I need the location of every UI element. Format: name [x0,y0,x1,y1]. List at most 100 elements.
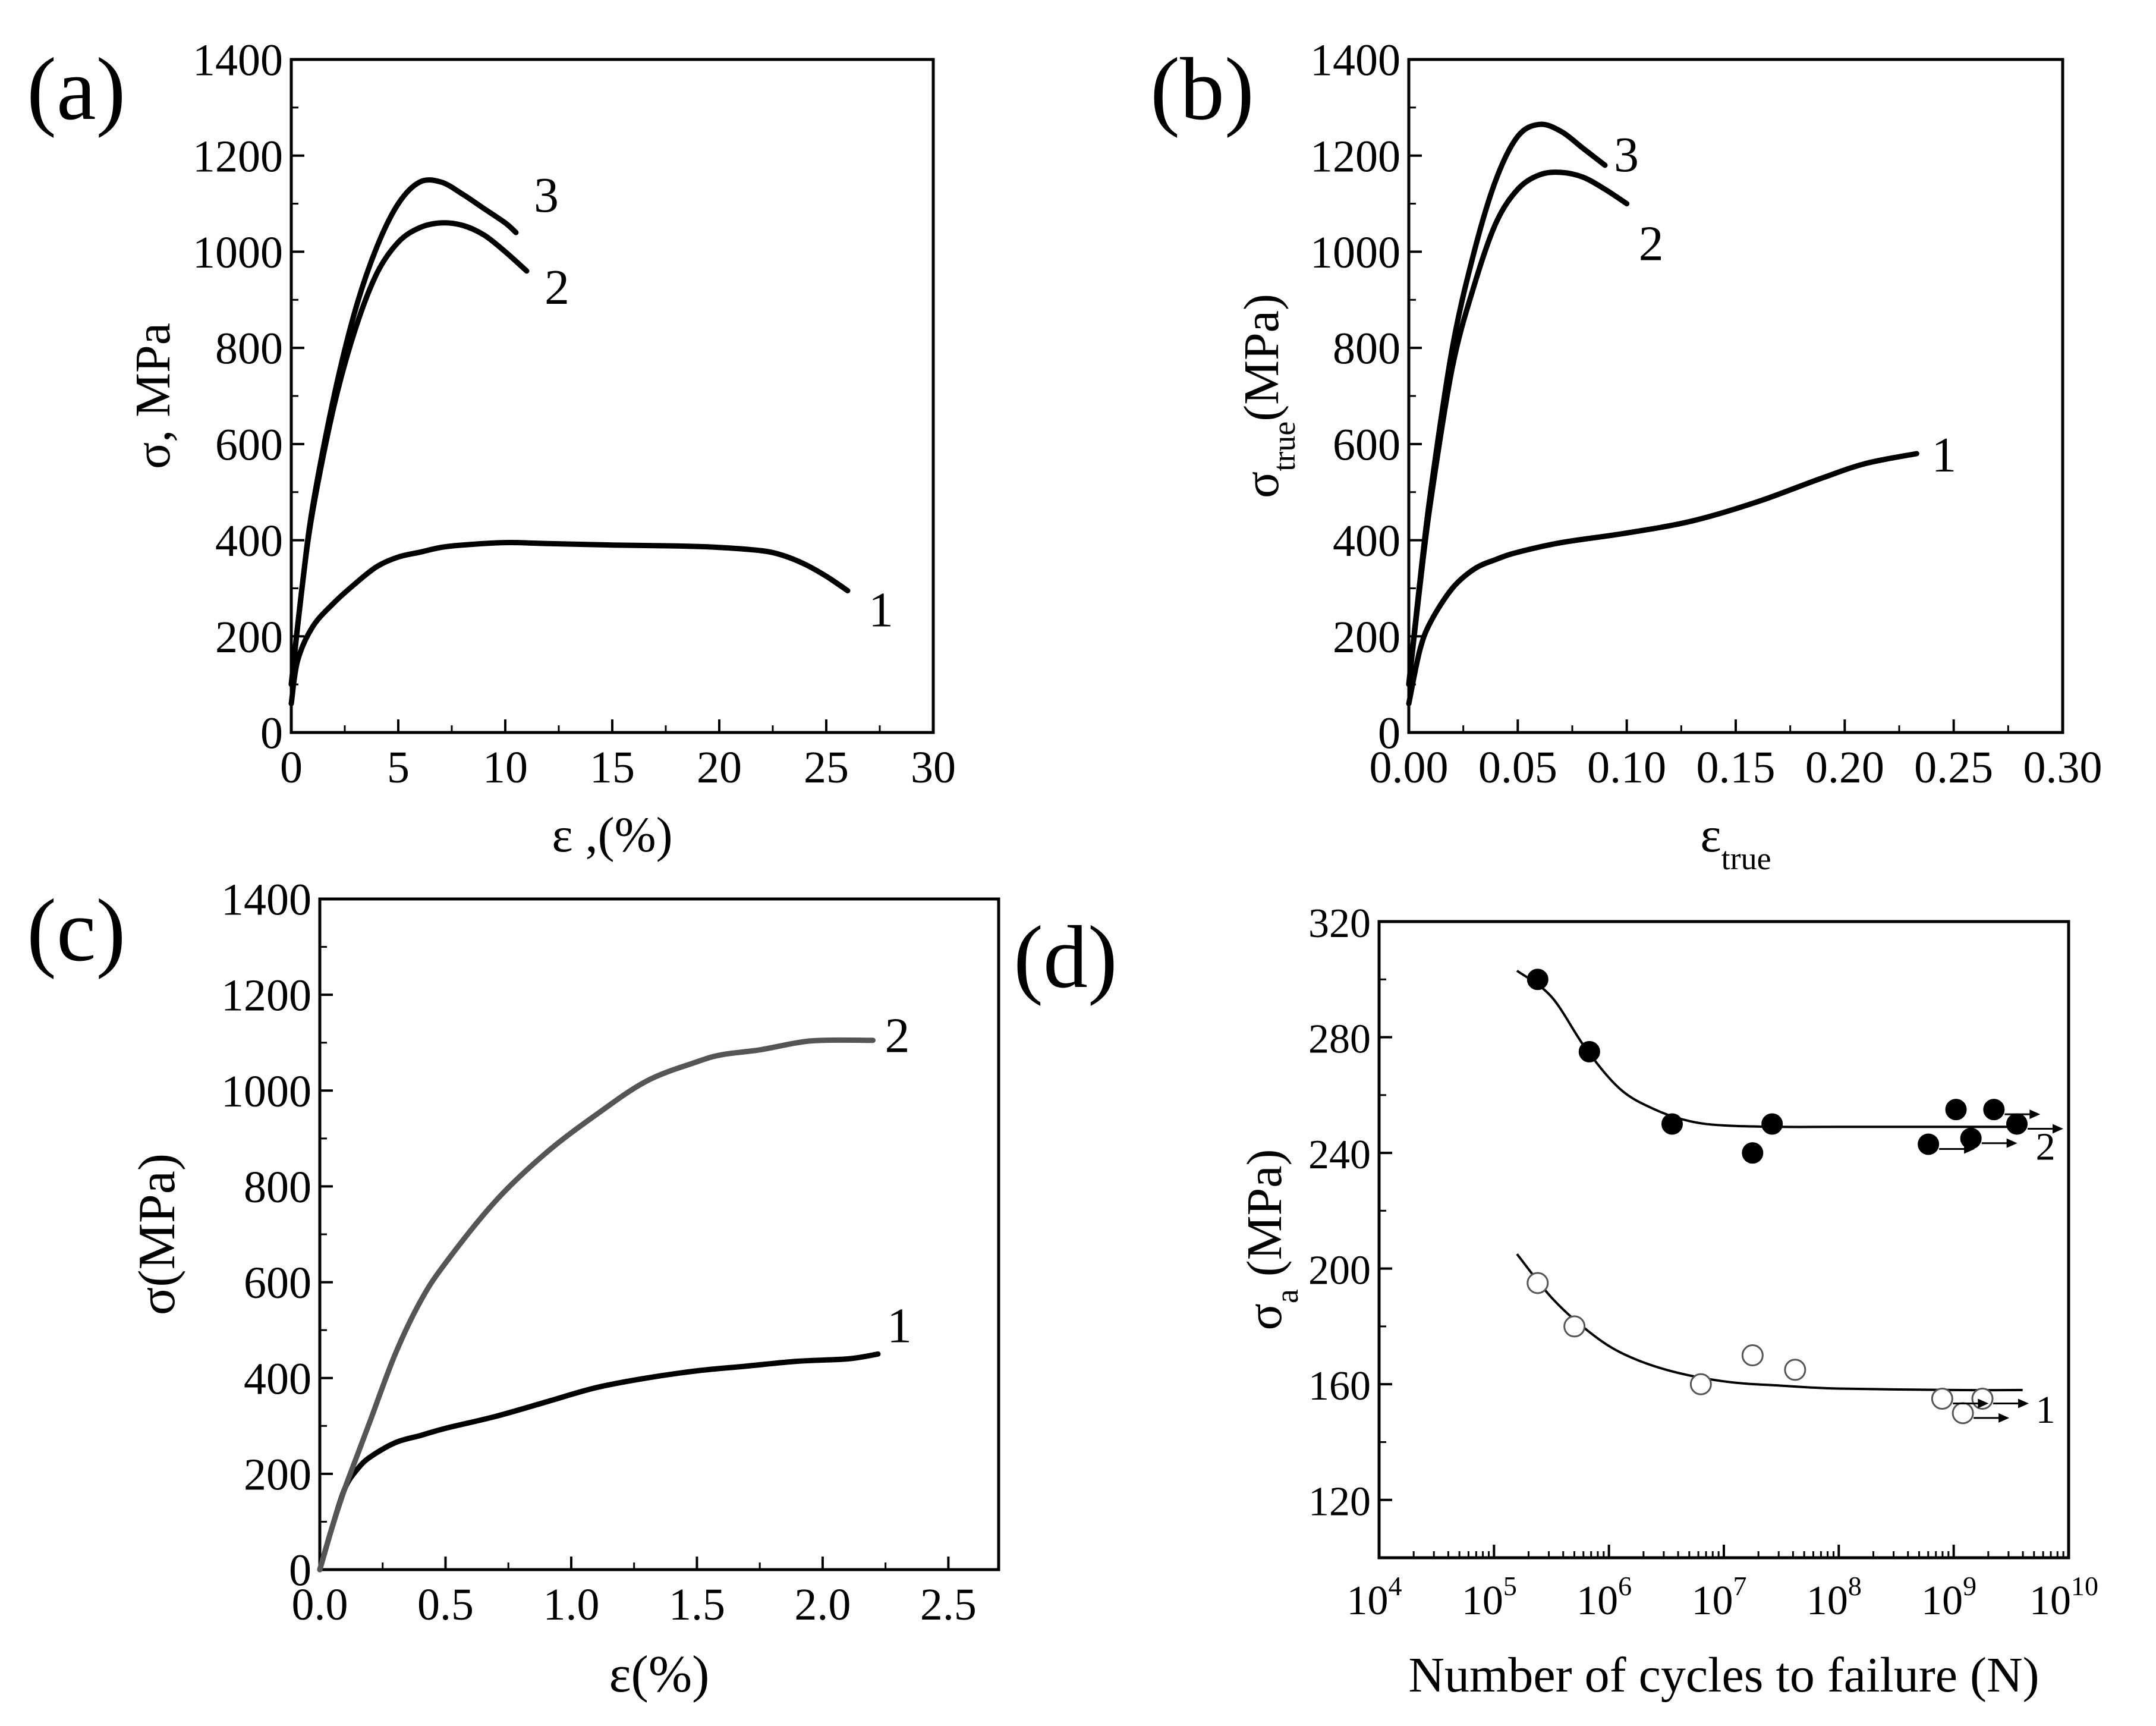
x-tick-exponent: 4 [1389,1571,1402,1601]
plot-frame [1377,920,2070,1560]
x-tick-label: 0.05 [1478,743,1557,793]
runout-arrowhead-1 [2018,1398,2029,1409]
x-tick-label: 10 [483,743,528,793]
y-axis-label-main: σ [1237,1303,1292,1330]
x-tick-label: 0.00 [1370,743,1449,793]
data-point-2 [1578,1040,1600,1062]
y-tick-label: 120 [1308,1479,1371,1525]
runout-arrowhead-2 [1964,1144,1975,1154]
x-tick-exponent: 5 [1503,1571,1517,1601]
y-tick-label: 280 [1308,1017,1371,1062]
y-tick-label: 160 [1308,1363,1371,1409]
x-tick-base: 10 [1462,1578,1503,1624]
series-line-2 [288,220,530,687]
y-axis-label-unit: (MPa) [1234,294,1289,422]
y-axis-label-sub: true [1266,422,1302,471]
x-tick-base: 10 [1576,1578,1618,1624]
x-axis-label: Number of cycles to failure (N) [1408,1648,2039,1703]
data-point-1 [1931,1388,1953,1410]
x-tick-label: 1010 [2029,1571,2098,1624]
x-tick-base: 10 [1806,1578,1848,1624]
x-tick-base: 10 [1347,1578,1389,1624]
y-axis-label: σa (MPa) [1237,1149,1305,1331]
y-tick-label: 200 [1333,612,1400,662]
x-tick-label: 0.20 [1805,743,1884,793]
series-line-2 [317,1037,876,1573]
runout-arrowhead-2 [2006,1138,2017,1148]
y-tick-label: 800 [1333,324,1400,374]
data-point-2 [2006,1113,2028,1135]
y-tick-label: 0 [289,1546,311,1596]
panel-label: (b) [1150,40,1254,139]
fit-line-2 [1516,970,2023,1128]
x-tick-exponent: 6 [1618,1571,1632,1601]
x-tick-base: 10 [1692,1578,1733,1624]
series-label-3: 3 [1614,127,1639,183]
x-tick-label: 0.5 [417,1580,474,1630]
chart-b: (b) 0 200 400 600 800 1000 1200 1400 0.00 0.05 0.10… [1150,36,2103,876]
x-tick-label: 2.0 [794,1580,851,1630]
series-line-3 [288,177,519,687]
y-axis-label-unit: (MPa) [1237,1149,1292,1290]
y-tick-label: 1000 [193,228,283,278]
y-tick-label: 400 [215,516,283,566]
y-tick-label: 1000 [1310,228,1400,278]
y-tick-label: 600 [1333,420,1400,470]
y-tick-label: 0 [260,709,283,759]
y-tick-label: 1000 [221,1067,311,1117]
y-tick-label: 240 [1308,1132,1371,1178]
x-tick-label: 0 [280,743,303,793]
x-tick-exponent: 7 [1733,1571,1747,1601]
runout-arrowhead-2 [2053,1124,2063,1134]
series-label-1: 1 [2036,1388,2056,1432]
y-tick-label: 1200 [1310,131,1400,181]
y-tick-label: 600 [244,1258,311,1308]
x-tick-label: 104 [1347,1571,1402,1624]
runout-arrowhead-1 [1978,1398,1989,1409]
series-label-1: 1 [1931,427,1956,483]
x-tick-label: 0.0 [292,1580,348,1630]
x-tick-base: 10 [1921,1578,1963,1624]
runout-arrowhead-2 [2029,1109,2041,1120]
x-tick-exponent: 8 [1848,1571,1862,1601]
data-point-2 [1918,1133,1940,1155]
x-tick-label: 1.5 [669,1580,725,1630]
panel-label: (a) [27,40,125,139]
y-tick-label: 400 [1333,516,1400,566]
panel-label: (d) [1014,908,1118,1007]
y-tick-label: 800 [215,324,283,374]
x-tick-base: 10 [2029,1578,2071,1624]
data-point-2 [1945,1099,1967,1121]
plot-frame [318,897,1000,1571]
data-point-1 [1689,1373,1712,1395]
x-tick-exponent: 10 [2071,1571,2098,1601]
series-label-2: 2 [544,260,569,315]
data-point-2 [1526,969,1548,991]
series-line-1 [1406,451,1919,706]
chart-c: (c) 0 200 400 600 800 1000 1200 1400 0.0 0.5 1.0 1.5… [27,875,1000,1703]
panel-label: (c) [27,881,125,980]
y-tick-label: 200 [1308,1248,1371,1294]
x-tick-label: 0.30 [2023,743,2103,793]
x-axis-label: ε(%) [609,1646,710,1703]
x-tick-label: 20 [697,743,742,793]
y-tick-label: 200 [244,1450,311,1499]
x-axis-label: εtrue [1700,807,1771,876]
x-axis-label: ε ,(%) [552,807,672,863]
x-tick-label: 1.0 [543,1580,599,1630]
y-tick-label: 400 [244,1354,311,1404]
series-label-3: 3 [534,168,559,223]
y-tick-label: 1200 [193,131,283,181]
plot-frame [289,58,935,734]
y-tick-label: 320 [1308,901,1371,947]
y-tick-label: 1400 [221,875,311,925]
x-tick-label: 108 [1806,1571,1862,1624]
y-tick-label: 1400 [193,36,283,86]
x-tick-label: 107 [1692,1571,1747,1624]
y-axis-label: σ(MPa) [128,1153,186,1315]
x-tick-label: 5 [387,743,410,793]
series-label-2: 2 [885,1008,910,1064]
x-tick-label: 105 [1462,1571,1517,1624]
x-tick-label: 0.15 [1697,743,1776,793]
